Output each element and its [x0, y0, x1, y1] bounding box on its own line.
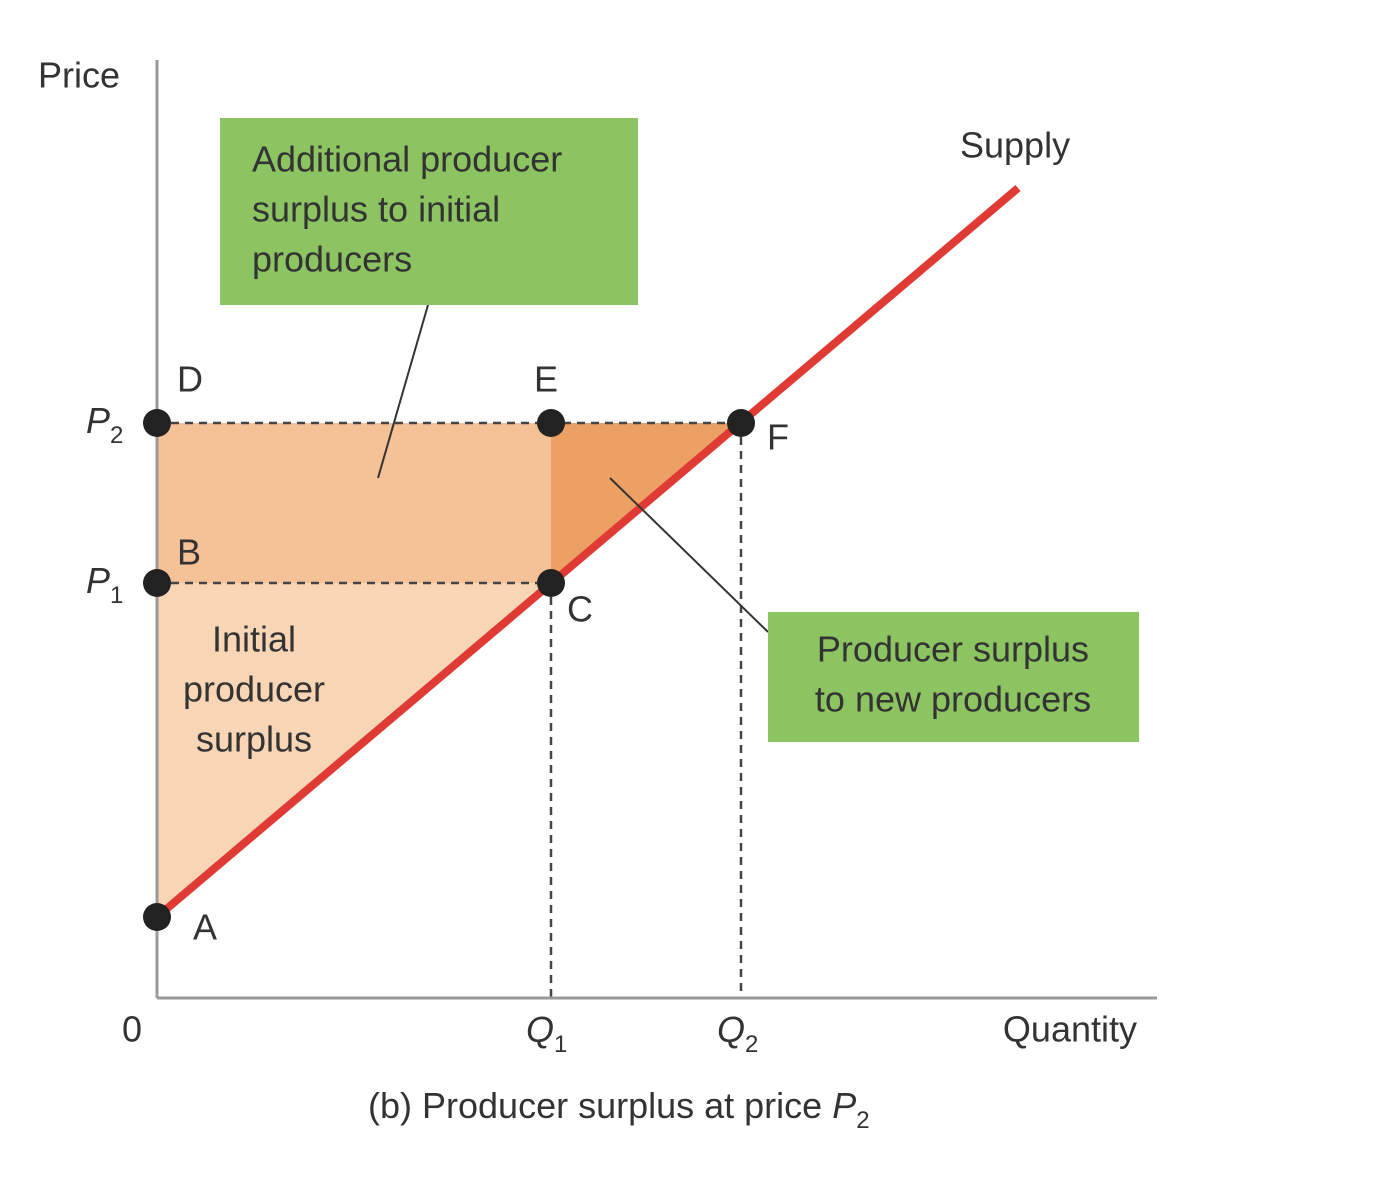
point-e: [537, 409, 565, 437]
tick-var: Q: [717, 1009, 745, 1050]
callout-box: [220, 118, 638, 305]
curve-label: Supply: [960, 125, 1070, 166]
supply-curve: [154, 184, 1021, 921]
region-label: Initial: [212, 619, 296, 660]
y-tick-label: P1: [86, 560, 123, 610]
region-label: producer: [183, 669, 325, 710]
point-b: [143, 569, 171, 597]
callout-text: Additional producer: [252, 139, 562, 180]
point-label: F: [767, 417, 789, 458]
point-a: [143, 903, 171, 931]
region-label: surplus: [196, 719, 312, 760]
callout-text: Producer surplus: [817, 629, 1089, 670]
point-label: B: [177, 532, 201, 573]
caption-var: P: [832, 1085, 856, 1126]
point-f: [727, 409, 755, 437]
guide-lines: [157, 421, 743, 998]
point-d: [143, 409, 171, 437]
caption-sub: 2: [856, 1107, 869, 1134]
origin-label: 0: [122, 1009, 142, 1050]
callout-text: to new producers: [815, 679, 1091, 720]
points: [143, 409, 755, 931]
caption: (b) Producer surplus at price P2: [368, 1085, 870, 1135]
leader-line: [609, 477, 769, 633]
tick-var: P: [86, 400, 110, 441]
tick-sub: 2: [110, 422, 123, 449]
tick-sub: 1: [110, 582, 123, 609]
y-tick-label: P2: [86, 400, 123, 450]
point-label: C: [567, 589, 593, 630]
point-label: A: [193, 907, 217, 948]
x-tick-label: Q2: [717, 1009, 758, 1059]
point-c: [537, 569, 565, 597]
tick-sub: 1: [554, 1031, 567, 1058]
y-axis-label: Price: [38, 55, 120, 96]
callout-text: surplus to initial: [252, 189, 500, 230]
point-label: D: [177, 359, 203, 400]
callout-box: [768, 612, 1139, 742]
tick-var: P: [86, 560, 110, 601]
x-axis-label: Quantity: [1003, 1009, 1137, 1050]
additional-surplus-area: [157, 423, 551, 583]
leader-line: [377, 304, 429, 479]
caption-text: (b) Producer surplus at price: [368, 1085, 832, 1126]
tick-sub: 2: [745, 1031, 758, 1058]
tick-var: Q: [526, 1009, 554, 1050]
callout-text: producers: [252, 239, 412, 280]
point-label: E: [534, 359, 558, 400]
x-tick-label: Q1: [526, 1009, 567, 1059]
